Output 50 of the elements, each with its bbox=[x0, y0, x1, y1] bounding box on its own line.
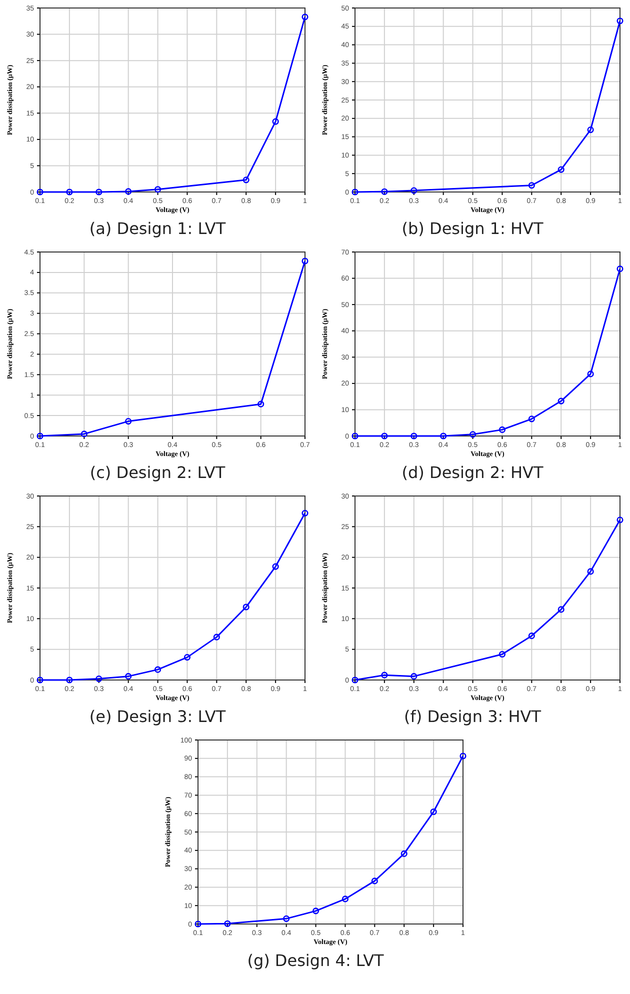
point bbox=[381, 432, 388, 440]
point bbox=[381, 672, 388, 678]
point bbox=[587, 126, 594, 134]
point bbox=[381, 188, 388, 195]
point bbox=[528, 416, 535, 422]
point bbox=[558, 398, 564, 404]
point bbox=[528, 632, 535, 640]
point bbox=[154, 186, 162, 193]
text: (c) Design 2: LVT bbox=[90, 463, 226, 482]
point bbox=[587, 568, 594, 575]
point bbox=[469, 431, 476, 438]
point bbox=[430, 808, 436, 816]
point bbox=[224, 920, 230, 927]
point bbox=[440, 432, 447, 440]
point bbox=[558, 606, 564, 613]
point bbox=[272, 563, 279, 570]
point bbox=[125, 188, 132, 195]
point bbox=[587, 370, 594, 378]
point bbox=[66, 188, 73, 196]
point bbox=[410, 187, 418, 194]
point bbox=[400, 850, 407, 858]
point bbox=[558, 166, 564, 173]
point bbox=[66, 676, 73, 684]
point bbox=[80, 430, 88, 438]
point bbox=[370, 878, 378, 884]
point bbox=[312, 908, 319, 914]
point bbox=[410, 432, 418, 440]
text: (f) Design 3: HVT bbox=[404, 707, 542, 726]
point bbox=[242, 604, 250, 610]
point bbox=[498, 650, 506, 658]
point bbox=[498, 426, 506, 433]
point bbox=[272, 118, 279, 125]
point bbox=[410, 673, 418, 680]
text: (e) Design 3: LVT bbox=[89, 707, 226, 726]
point bbox=[96, 188, 102, 196]
point bbox=[96, 675, 102, 682]
point bbox=[184, 654, 191, 661]
point bbox=[213, 634, 220, 640]
point bbox=[154, 666, 162, 673]
text: (g) Design 4: LVT bbox=[246, 951, 384, 970]
text: (d) Design 2: HVT bbox=[402, 463, 544, 482]
text: (b) Design 1: HVT bbox=[402, 219, 544, 238]
point bbox=[125, 418, 132, 425]
point bbox=[242, 176, 250, 184]
point bbox=[258, 400, 264, 408]
point bbox=[528, 182, 535, 189]
point bbox=[125, 673, 132, 680]
point bbox=[282, 915, 290, 922]
point bbox=[341, 896, 348, 902]
text: (a) Design 1: LVT bbox=[89, 219, 226, 238]
